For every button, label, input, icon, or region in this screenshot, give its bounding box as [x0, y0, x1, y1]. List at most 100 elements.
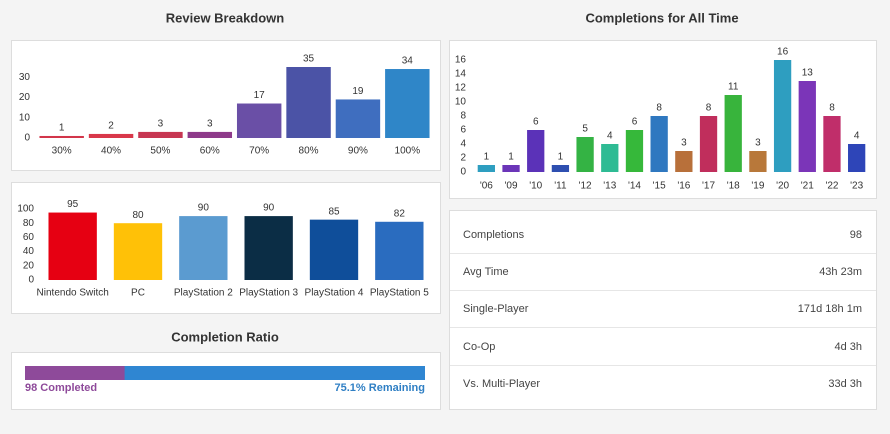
value-label: 8 — [706, 103, 712, 114]
y-tick-label: 0 — [24, 133, 30, 144]
bar — [244, 216, 293, 280]
chart-title: Completions for All Time — [585, 10, 738, 25]
y-tick-label: 0 — [460, 167, 466, 178]
y-tick-label: 20 — [19, 92, 31, 103]
y-tick-label: 2 — [460, 153, 466, 164]
x-tick-label: 30% — [52, 146, 72, 157]
x-tick-label: '18 — [727, 181, 740, 192]
value-label: 5 — [582, 124, 588, 135]
ratio-panel — [11, 352, 441, 410]
value-label: 19 — [352, 86, 364, 97]
bar — [773, 60, 792, 172]
value-label: 8 — [656, 103, 662, 114]
bar — [601, 144, 619, 172]
bar — [187, 131, 233, 138]
x-tick-label: '09 — [505, 181, 518, 192]
y-tick-label: 10 — [455, 97, 467, 108]
bar — [375, 221, 424, 280]
x-tick-label: 90% — [348, 146, 368, 157]
bar — [236, 103, 282, 138]
x-tick-label: '20 — [776, 181, 789, 192]
x-tick-label: '17 — [702, 181, 715, 192]
remaining-label: 75.1% Remaining — [335, 382, 425, 394]
bar — [724, 95, 742, 172]
value-label: 17 — [254, 90, 266, 101]
x-tick-label: '14 — [628, 181, 641, 192]
stat-value: 33d 3h — [828, 378, 862, 390]
y-tick-label: 40 — [23, 246, 35, 257]
bar — [309, 219, 359, 280]
stat-label: Completions — [463, 229, 525, 241]
bar — [335, 99, 381, 138]
stat-value: 4d 3h — [834, 341, 862, 353]
value-label: 3 — [755, 138, 761, 149]
x-tick-label: PlayStation 4 — [305, 288, 364, 299]
x-tick-label: 100% — [395, 146, 421, 157]
stat-value: 171d 18h 1m — [798, 303, 862, 315]
y-tick-label: 80 — [23, 218, 35, 229]
y-tick-label: 60 — [23, 232, 35, 243]
y-tick-label: 4 — [460, 139, 466, 150]
stat-value: 98 — [850, 229, 862, 241]
bar — [39, 135, 84, 138]
value-label: 4 — [854, 131, 860, 142]
y-tick-label: 100 — [17, 204, 34, 215]
value-label: 34 — [402, 56, 414, 67]
value-label: 1 — [558, 152, 564, 163]
bar — [138, 131, 183, 138]
bar — [699, 116, 718, 172]
y-tick-label: 12 — [455, 83, 467, 94]
value-label: 1 — [484, 152, 490, 163]
y-tick-label: 20 — [23, 260, 35, 271]
value-label: 3 — [681, 138, 687, 149]
completed-label: 98 Completed — [25, 382, 97, 394]
bar — [179, 216, 228, 280]
value-label: 4 — [607, 131, 613, 142]
chart-title: Review Breakdown — [166, 10, 285, 25]
x-tick-label: '23 — [850, 181, 863, 192]
bar — [650, 116, 668, 172]
x-tick-label: '15 — [653, 181, 666, 192]
bar — [113, 223, 163, 280]
x-tick-label: Nintendo Switch — [37, 288, 109, 299]
y-tick-label: 16 — [455, 55, 467, 66]
bar — [798, 81, 816, 172]
stat-label: Vs. Multi-Player — [463, 378, 540, 390]
value-label: 35 — [303, 54, 315, 65]
x-tick-label: PlayStation 5 — [370, 288, 429, 299]
value-label: 85 — [328, 206, 340, 217]
value-label: 82 — [394, 208, 406, 219]
x-tick-label: '22 — [825, 181, 838, 192]
x-tick-label: '19 — [751, 181, 764, 192]
x-tick-label: 40% — [101, 146, 121, 157]
bar — [675, 151, 693, 172]
value-label: 2 — [108, 121, 114, 132]
stat-value: 43h 23m — [819, 266, 862, 278]
value-label: 3 — [158, 119, 164, 130]
x-tick-label: PlayStation 2 — [174, 288, 233, 299]
x-tick-label: '06 — [480, 181, 493, 192]
x-tick-label: '12 — [579, 181, 592, 192]
bar — [48, 212, 97, 280]
y-tick-label: 30 — [19, 72, 31, 83]
x-tick-label: '13 — [603, 181, 616, 192]
x-tick-label: '21 — [801, 181, 814, 192]
bar — [502, 165, 520, 172]
stat-label: Single-Player — [463, 303, 529, 315]
x-tick-label: 70% — [249, 146, 269, 157]
bar — [576, 137, 594, 172]
value-label: 6 — [632, 117, 638, 128]
bar — [749, 151, 767, 172]
value-label: 1 — [508, 152, 514, 163]
x-tick-label: '16 — [677, 181, 690, 192]
value-label: 11 — [728, 82, 739, 93]
ratio-title: Completion Ratio — [171, 329, 279, 344]
value-label: 16 — [777, 47, 789, 58]
y-tick-label: 14 — [455, 69, 467, 80]
stat-label: Avg Time — [463, 266, 509, 278]
value-label: 90 — [263, 203, 275, 214]
value-label: 1 — [59, 123, 65, 134]
value-label: 6 — [533, 117, 539, 128]
bar — [477, 165, 495, 172]
value-label: 95 — [67, 199, 79, 210]
